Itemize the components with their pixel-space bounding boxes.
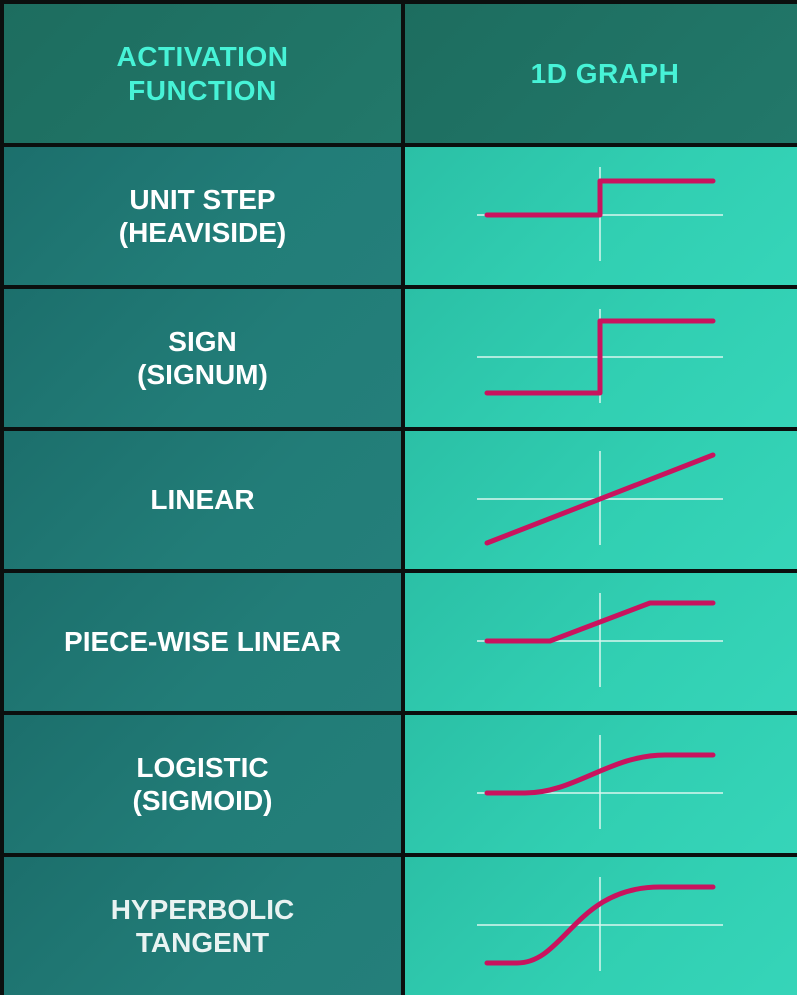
linear-graph	[477, 451, 723, 546]
row-linear-name: LINEAR	[4, 431, 401, 569]
hyperbolic-tangent-label: HYPERBOLIC TANGENT	[110, 893, 295, 958]
piece-wise-linear-curve	[484, 600, 716, 644]
linear-label: LINEAR	[150, 484, 255, 516]
row-linear-graph	[405, 431, 797, 569]
row-logistic-graph	[405, 715, 797, 853]
row-logistic-name: LOGISTIC (SIGMOID)	[4, 715, 401, 853]
row-sign-name: SIGN (SIGNUM)	[4, 289, 401, 427]
activation-function-table: ACTIVATION FUNCTION 1D GRAPH UNIT STEP (…	[4, 4, 797, 995]
header-activation-function-label: ACTIVATION FUNCTION	[116, 40, 289, 106]
header-1d-graph: 1D GRAPH	[405, 4, 797, 143]
linear-curve	[484, 452, 716, 546]
logistic-label: LOGISTIC (SIGMOID)	[132, 751, 273, 816]
piece-wise-linear-graph	[477, 593, 723, 687]
row-piece-wise-linear-graph	[405, 573, 797, 711]
sign-graph	[477, 309, 723, 403]
row-unit-step-graph	[405, 147, 797, 285]
row-piece-wise-linear-name: PIECE-WISE LINEAR	[4, 573, 401, 711]
row-unit-step-name: UNIT STEP (HEAVISIDE)	[4, 147, 401, 285]
header-activation-function: ACTIVATION FUNCTION	[4, 4, 401, 143]
row-hyperbolic-tangent-name: HYPERBOLIC TANGENT	[4, 857, 401, 995]
unit-step-label: UNIT STEP (HEAVISIDE)	[118, 183, 287, 248]
hyperbolic-tangent-graph	[477, 877, 723, 971]
sign-curve	[484, 318, 716, 396]
hyperbolic-tangent-curve	[484, 884, 716, 966]
unit-step-graph	[477, 167, 723, 261]
sign-label: SIGN (SIGNUM)	[137, 325, 268, 390]
piece-wise-linear-label: PIECE-WISE LINEAR	[64, 626, 341, 658]
logistic-curve	[484, 752, 716, 796]
row-hyperbolic-tangent-graph	[405, 857, 797, 995]
header-1d-graph-label: 1D GRAPH	[530, 57, 680, 89]
row-sign-graph	[405, 289, 797, 427]
unit-step-curve	[484, 178, 716, 218]
logistic-graph	[477, 735, 723, 829]
